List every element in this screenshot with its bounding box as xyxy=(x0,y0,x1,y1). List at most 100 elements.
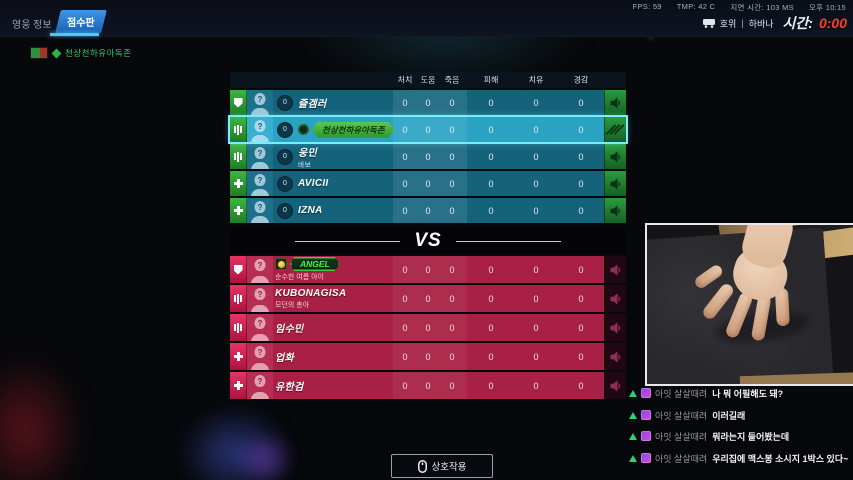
emblem-icon xyxy=(51,48,62,58)
level-badge: 0 xyxy=(277,202,293,219)
speaker-icon[interactable] xyxy=(604,256,626,283)
scoreboard-row[interactable]: ? 0 AVICII 0 0 0 0 0 0 xyxy=(230,171,626,196)
speaker-icon[interactable] xyxy=(604,144,626,169)
scoreboard-row[interactable]: ? KUBONAGISA 모던의 총아 0 0 0 0 0 0 xyxy=(230,285,626,312)
stat-value: 0 xyxy=(425,178,431,189)
support-role-icon xyxy=(233,206,243,215)
blue-team-rows: ? 0 즐겜러 0 0 0 0 0 0? 0 천상천하유아독존 0 0 0 0 0 0? 0 웅민 바보 0 0 0 0 0 0?… xyxy=(230,90,626,223)
chat-panel: 아잇 살살때려 나 뭐 어필해도 돼? 아잇 살살때려 이러길래 아잇 살살때려 뭐라는지… xyxy=(629,388,851,474)
portrait-silhouette xyxy=(254,120,266,132)
scoreboard-row[interactable]: ? 업화 0 0 0 0 0 0 xyxy=(230,343,626,370)
player-name: 임수민 xyxy=(275,324,304,335)
portrait-silhouette xyxy=(251,162,269,169)
player-name-block: 임수민 xyxy=(275,314,386,341)
muted-speaker-icon[interactable] xyxy=(604,117,626,142)
hero-portrait: ? xyxy=(247,256,273,283)
stat-value: 0 xyxy=(578,205,584,216)
mouse-icon xyxy=(417,459,427,473)
interact-button[interactable]: 상호작용 xyxy=(391,454,493,478)
flag-icon xyxy=(30,47,48,59)
match-time-label: 시간: xyxy=(782,15,813,31)
role-cell xyxy=(230,314,247,341)
stat-value: 0 xyxy=(449,205,455,216)
chat-text: 이러길래 xyxy=(712,410,746,421)
speaker-icon[interactable] xyxy=(604,171,626,196)
speaker-icon[interactable] xyxy=(604,372,626,399)
status-bar: FPS: 59 TMP: 42 C 지연 시간: 103 MS 오후 10:15 xyxy=(633,2,846,13)
support-role-icon xyxy=(233,381,243,390)
damage-role-icon xyxy=(234,151,242,162)
damage-role-icon xyxy=(234,293,242,304)
game-mode-label: 호위 xyxy=(719,18,737,29)
scoreboard-row[interactable]: ? 임수민 0 0 0 0 0 0 xyxy=(230,314,626,341)
scoreboard-red-panel: ? ANGEL 순수한 여름 아이 0 0 0 0 0 0? KUBONAGISA 모던의 총아 0 0… xyxy=(230,256,626,401)
player-name-block: KUBONAGISA 모던의 총아 xyxy=(275,285,386,312)
speaker-icon[interactable] xyxy=(604,198,626,223)
chat-text: 우리집에 맥스봉 소시지 1박스 있다~ xyxy=(712,453,849,464)
player-indicator: 천상천하유아독존 xyxy=(30,47,132,59)
role-cell xyxy=(230,171,247,196)
chat-username: 아잇 살살때려 xyxy=(655,453,708,464)
player-indicator-name: 천상천하유아독존 xyxy=(65,48,132,58)
player-name-line: ANGEL xyxy=(275,257,386,271)
scoreboard-row[interactable]: ? 유한검 0 0 0 0 0 0 xyxy=(230,372,626,399)
speaker-icon[interactable] xyxy=(604,285,626,312)
portrait-silhouette xyxy=(254,201,266,213)
chat-message: 아잇 살살때려 나 뭐 어필해도 돼? xyxy=(629,388,851,401)
speaker-icon[interactable] xyxy=(604,314,626,341)
portrait-silhouette xyxy=(251,135,269,142)
stat-value: 0 xyxy=(402,293,408,304)
portrait-silhouette xyxy=(251,305,269,312)
player-name-block: 천상천하유아독존 xyxy=(298,117,395,142)
tab-hero-info[interactable]: 영웅 정보 xyxy=(12,20,52,31)
vs-line-left xyxy=(295,240,401,242)
stat-value: 0 xyxy=(578,293,584,304)
stat-value: 0 xyxy=(425,293,431,304)
top-header-band: FPS: 59 TMP: 42 C 지연 시간: 103 MS 오후 10:15… xyxy=(0,0,853,37)
stat-value: 0 xyxy=(449,380,455,391)
player-name-block: 유한검 xyxy=(275,372,386,399)
column-header-2: 도움 xyxy=(420,75,436,85)
unknown-hero-question-mark: ? xyxy=(257,348,263,357)
interact-button-label: 상호작용 xyxy=(431,462,467,473)
emblem-icon xyxy=(298,124,309,135)
hero-portrait: ? xyxy=(247,314,273,341)
fps-counter: FPS: 59 xyxy=(632,2,662,11)
latency-readout: 지연 시간: 103 MS xyxy=(730,3,794,12)
chat-badge-icon xyxy=(641,431,651,441)
stat-value: 0 xyxy=(578,351,584,362)
player-name-line: 유한검 xyxy=(275,378,386,393)
webcam-overlay xyxy=(645,223,853,386)
match-info: 호위 | 하바나 시간: 0:00 xyxy=(702,13,847,33)
stat-value: 0 xyxy=(402,97,408,108)
tab-scoreboard[interactable]: 점수판 xyxy=(55,10,107,33)
portrait-silhouette xyxy=(254,317,266,329)
scoreboard-row[interactable]: ? 0 웅민 바보 0 0 0 0 0 0 xyxy=(230,144,626,169)
speaker-icon[interactable] xyxy=(604,90,626,115)
stat-value: 0 xyxy=(402,264,408,275)
scoreboard-row[interactable]: ? 0 천상천하유아독존 0 0 0 0 0 0 xyxy=(230,117,626,142)
level-badge: 0 xyxy=(277,148,293,165)
stat-value: 0 xyxy=(449,124,455,135)
player-name-block: 웅민 바보 xyxy=(298,144,386,169)
support-role-icon xyxy=(233,179,243,188)
speaker-icon[interactable] xyxy=(604,343,626,370)
vs-divider: VS xyxy=(230,228,626,254)
portrait-silhouette xyxy=(251,108,269,115)
player-name-block: 즐겜러 xyxy=(298,90,386,115)
subscriber-triangle-icon xyxy=(629,390,637,397)
tank-role-icon xyxy=(233,97,243,108)
vs-label: VS xyxy=(414,230,442,251)
scoreboard-row[interactable]: ? ANGEL 순수한 여름 아이 0 0 0 0 0 0 xyxy=(230,256,626,283)
stat-value: 0 xyxy=(425,351,431,362)
stat-value: 0 xyxy=(425,322,431,333)
column-header-5: 치유 xyxy=(528,75,544,85)
player-name: 웅민 xyxy=(298,147,317,159)
chat-message: 아잇 살살때려 이러길래 xyxy=(629,409,851,423)
portrait-silhouette xyxy=(254,174,266,186)
scoreboard-row[interactable]: ? 0 IZNA 0 0 0 0 0 0 xyxy=(230,198,626,223)
unknown-hero-question-mark: ? xyxy=(257,122,263,131)
chat-username: 아잇 살살때려 xyxy=(655,410,708,421)
scoreboard-row[interactable]: ? 0 즐겜러 0 0 0 0 0 0 xyxy=(230,90,626,115)
player-name-block: IZNA xyxy=(298,198,386,223)
